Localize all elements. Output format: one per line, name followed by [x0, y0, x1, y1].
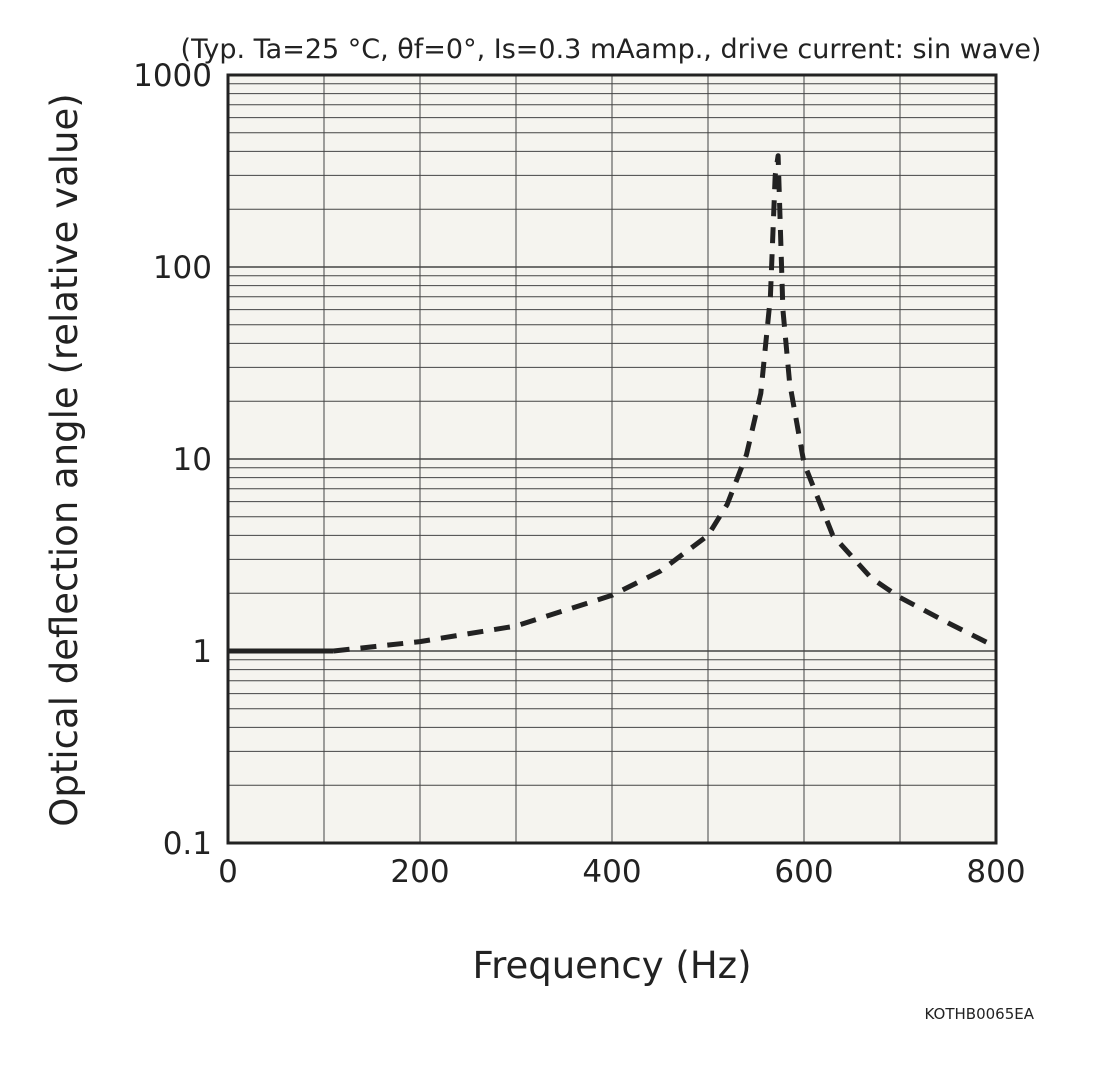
x-tick-label: 400	[582, 854, 641, 890]
x-tick-labels: 0 200 400 600 800	[218, 854, 1025, 890]
x-tick-label: 600	[774, 854, 833, 890]
grid-lines	[228, 75, 996, 843]
series-line-dashed	[333, 153, 998, 654]
y-axis-label: Optical deflection angle (relative value…	[43, 93, 86, 826]
y-tick-label: 1	[192, 634, 212, 670]
chart-subtitle: (Typ. Ta=25 °C, θf=0°, Is=0.3 mAamp., dr…	[181, 34, 1042, 65]
data-series	[228, 153, 998, 654]
y-tick-label: 10	[173, 442, 212, 478]
x-tick-label: 200	[390, 854, 449, 890]
y-tick-label: 0.1	[163, 826, 212, 862]
y-tick-label: 1000	[133, 58, 212, 94]
x-tick-label: 800	[966, 854, 1025, 890]
figure-code: KOTHB0065EA	[925, 1005, 1035, 1023]
y-tick-label: 100	[153, 250, 212, 286]
plot-frame	[226, 73, 998, 845]
x-tick-label: 0	[218, 854, 238, 890]
y-tick-labels: 0.1 1 10 100 1000	[133, 58, 212, 862]
x-axis-label: Frequency (Hz)	[472, 944, 751, 987]
